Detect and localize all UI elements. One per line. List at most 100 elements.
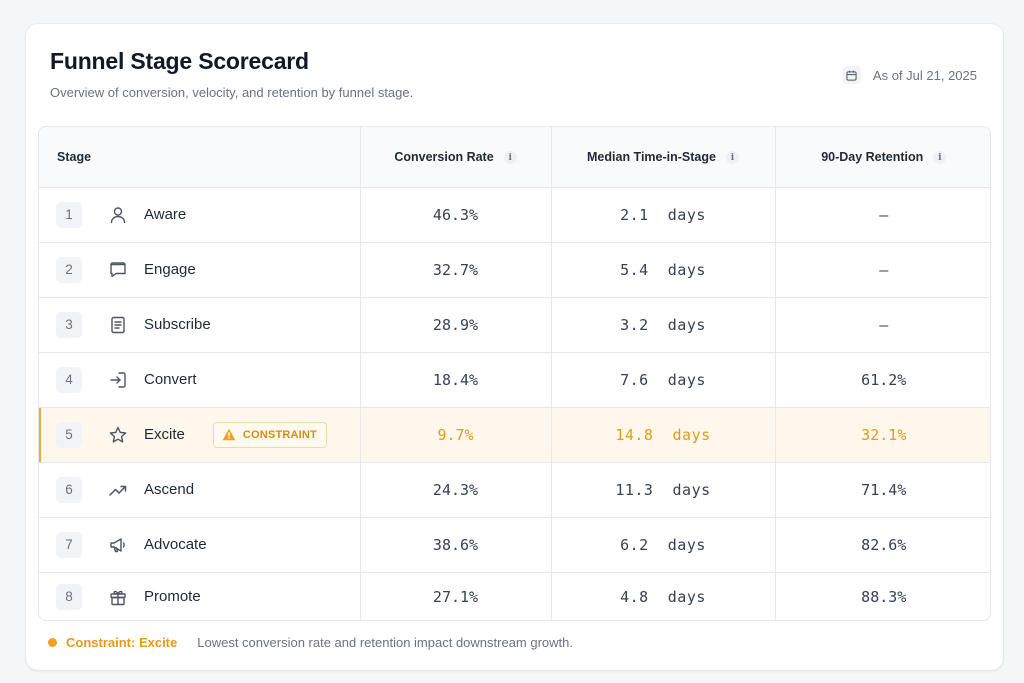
info-icon[interactable]: i [933, 151, 947, 164]
sign-in-icon [107, 369, 129, 391]
table-row[interactable]: 6 Ascend 24.3% 11.3 days 71.4% [39, 462, 990, 518]
time-value: 3.2 [620, 315, 649, 334]
page-title: Funnel Stage Scorecard [50, 48, 309, 74]
scorecard-table: Stage Conversion Rate i Median Time-in-St… [38, 126, 991, 621]
conversion-rate-cell: 24.3% [360, 462, 552, 518]
stage-name: Subscribe [144, 316, 211, 333]
stage-name: Promote [144, 588, 201, 606]
trending-up-icon [107, 479, 129, 501]
table-row-constraint[interactable]: 5 Excite CONSTRAINT 9.7% 14.8 days 32.1% [39, 407, 990, 463]
time-value: 5.4 [620, 260, 649, 279]
stage-number: 1 [56, 201, 82, 228]
stage-name: Excite [144, 426, 185, 443]
star-icon [107, 424, 129, 446]
table-row[interactable]: 4 Convert 18.4% 7.6 days 61.2% [39, 352, 990, 408]
stage-name: Ascend [144, 481, 195, 498]
column-header-time[interactable]: Median Time-in-Stage i [551, 127, 776, 188]
table-row[interactable]: 3 Subscribe 28.9% 3.2 days – [39, 297, 990, 353]
time-in-stage-cell: 2.1 days [551, 187, 776, 243]
stage-name: Engage [144, 261, 196, 278]
time-in-stage-cell: 6.2 days [551, 517, 776, 573]
as-of-date: As of Jul 21, 2025 [842, 66, 977, 84]
conversion-rate-cell: 27.1% [360, 572, 552, 620]
time-unit: days [667, 260, 706, 279]
info-icon[interactable]: i [725, 151, 739, 164]
retention-cell: 61.2% [775, 352, 990, 408]
retention-cell: 71.4% [775, 462, 990, 518]
chat-bubble-icon [107, 259, 129, 281]
time-unit: days [672, 425, 711, 444]
footnote-description: Lowest conversion rate and retention imp… [197, 635, 573, 650]
stage-cell: 3 Subscribe [39, 297, 361, 353]
time-unit: days [667, 587, 706, 606]
time-unit: days [667, 205, 706, 224]
user-icon [107, 204, 129, 226]
stage-name: Convert [144, 371, 197, 388]
conversion-rate-cell: 18.4% [360, 352, 552, 408]
stage-cell: 6 Ascend [39, 462, 361, 518]
column-header-label: Conversion Rate [394, 149, 494, 164]
calendar-icon [842, 66, 861, 84]
stage-cell: 5 Excite CONSTRAINT [39, 407, 361, 463]
time-value: 14.8 [615, 425, 654, 444]
column-header-stage[interactable]: Stage [39, 127, 361, 188]
retention-cell: 32.1% [775, 407, 990, 463]
time-unit: days [667, 315, 706, 334]
time-in-stage-cell: 11.3 days [551, 462, 776, 518]
retention-cell: 88.3% [861, 587, 907, 606]
stage-cell: 4 Convert [39, 352, 361, 408]
megaphone-icon [107, 534, 129, 556]
table-row[interactable]: 1 Aware 46.3% 2.1 days – [39, 187, 990, 243]
time-in-stage-cell: 3.2 days [551, 297, 776, 353]
gift-icon [107, 586, 129, 608]
document-icon [107, 314, 129, 336]
stage-cell: 8 Promote [39, 572, 361, 620]
stage-cell: 2 Engage [39, 242, 361, 298]
stage-number: 8 [56, 583, 82, 610]
conversion-rate-cell: 9.7% [360, 407, 552, 463]
time-value: 2.1 [620, 205, 649, 224]
table-row[interactable]: 8 Promote 27.1% 4.8 days 88.3% [39, 572, 990, 620]
stage-number: 4 [56, 366, 82, 393]
retention-cell: – [775, 187, 990, 243]
conversion-rate-cell: 28.9% [360, 297, 552, 353]
table-header-row: Stage Conversion Rate i Median Time-in-St… [39, 127, 990, 188]
time-value: 4.8 [620, 587, 649, 606]
conversion-rate-cell: 38.6% [360, 517, 552, 573]
footnote-title: Constraint: Excite [66, 635, 178, 650]
constraint-badge-label: CONSTRAINT [242, 428, 317, 441]
retention-cell: 82.6% [775, 517, 990, 573]
time-in-stage-cell: 5.4 days [551, 242, 776, 298]
time-value: 6.2 [620, 535, 649, 554]
as-of-label: As of Jul 21, 2025 [872, 67, 977, 83]
table-row[interactable]: 7 Advocate 38.6% 6.2 days 82.6% [39, 517, 990, 573]
stage-name: Aware [144, 206, 187, 223]
column-header-label: Stage [57, 149, 92, 164]
stage-number: 3 [56, 311, 82, 338]
conversion-rate-cell: 46.3% [360, 187, 552, 243]
stage-number: 2 [56, 256, 82, 283]
stage-cell: 7 Advocate [39, 517, 361, 573]
table-row[interactable]: 2 Engage 32.7% 5.4 days – [39, 242, 990, 298]
column-header-conversion[interactable]: Conversion Rate i [360, 127, 552, 188]
constraint-footnote: Constraint: Excite Lowest conversion rat… [48, 635, 573, 650]
time-value: 7.6 [620, 370, 649, 389]
constraint-dot-icon [48, 638, 57, 647]
time-in-stage-cell: 14.8 days [551, 407, 776, 463]
retention-cell: – [775, 242, 990, 298]
stage-number: 5 [56, 421, 82, 448]
stage-name: Advocate [144, 536, 207, 553]
constraint-badge: CONSTRAINT [212, 421, 327, 448]
warning-icon [222, 428, 236, 441]
time-in-stage-cell: 4.8 days [551, 572, 776, 620]
info-icon[interactable]: i [503, 151, 517, 164]
stage-cell: 1 Aware [39, 187, 361, 243]
column-header-retention[interactable]: 90-Day Retention i [775, 127, 990, 188]
stage-number: 6 [56, 476, 82, 503]
column-header-label: Median Time-in-Stage [587, 149, 716, 164]
column-header-label: 90-Day Retention [821, 149, 924, 164]
retention-cell: – [775, 297, 990, 353]
time-unit: days [672, 480, 711, 499]
time-unit: days [667, 535, 706, 554]
time-value: 11.3 [615, 480, 654, 499]
